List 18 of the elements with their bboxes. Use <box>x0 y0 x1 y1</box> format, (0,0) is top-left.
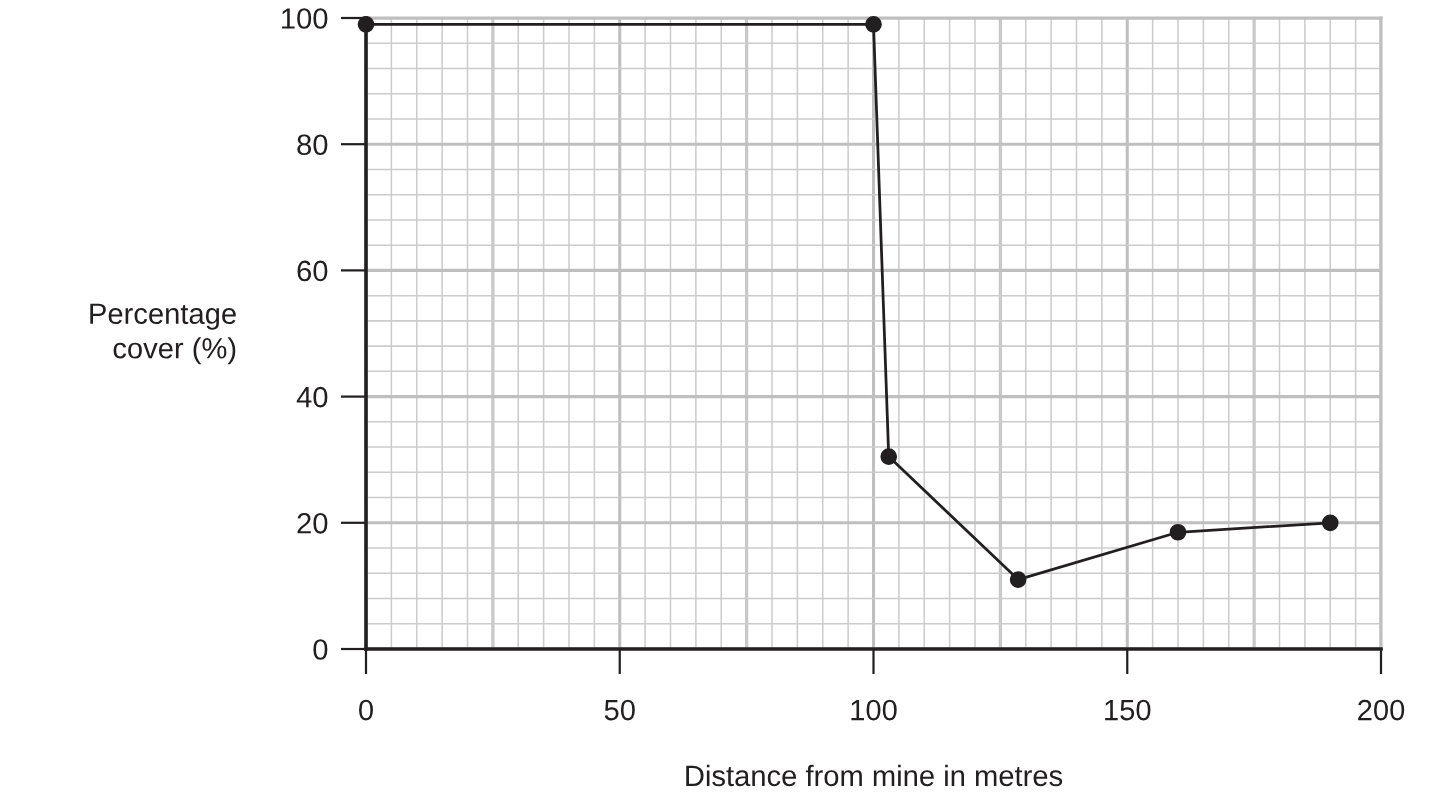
y-tick-label: 0 <box>313 639 328 660</box>
x-tick-label: 0 <box>359 699 373 721</box>
y-tick-label: 20 <box>297 513 328 534</box>
x-tick-label: 50 <box>604 699 635 721</box>
point <box>865 15 882 33</box>
y-tick-label: 80 <box>297 134 328 156</box>
y-tick-label: 40 <box>296 386 328 408</box>
y-axis-title: Percentage cover (%) <box>90 303 236 365</box>
y-tick-label: 60 <box>297 260 328 282</box>
x-tick-label: 100 <box>851 699 897 721</box>
point <box>1009 571 1027 588</box>
x-tick-label: 150 <box>1105 699 1151 721</box>
y-tick-label: 100 <box>282 8 328 29</box>
x-axis-title: Distance from mine in metres <box>686 764 1063 787</box>
point <box>1169 523 1187 541</box>
point <box>880 448 898 465</box>
point <box>1321 514 1339 532</box>
x-tick-label: 200 <box>1358 699 1405 721</box>
